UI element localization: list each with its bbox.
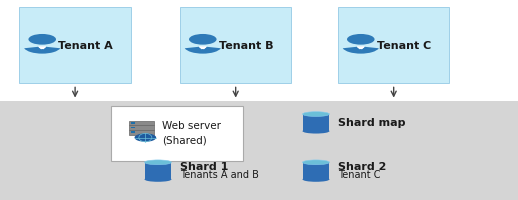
Bar [145, 162, 171, 180]
FancyBboxPatch shape [129, 130, 154, 135]
Text: Tenants A and B: Tenants A and B [180, 170, 258, 180]
Wedge shape [38, 47, 46, 50]
Text: Shard 2: Shard 2 [338, 161, 386, 171]
Ellipse shape [303, 129, 329, 134]
FancyBboxPatch shape [131, 123, 135, 124]
Ellipse shape [303, 177, 329, 182]
Circle shape [28, 35, 56, 45]
Circle shape [347, 35, 375, 45]
Text: Tenant C: Tenant C [377, 41, 431, 51]
FancyBboxPatch shape [131, 132, 135, 133]
Wedge shape [199, 47, 207, 50]
Wedge shape [357, 47, 365, 50]
Wedge shape [343, 47, 379, 54]
Wedge shape [24, 47, 60, 54]
Ellipse shape [303, 112, 329, 117]
FancyBboxPatch shape [111, 106, 243, 161]
FancyBboxPatch shape [131, 127, 135, 129]
Circle shape [135, 134, 156, 142]
Wedge shape [185, 47, 221, 54]
Circle shape [189, 35, 217, 45]
FancyBboxPatch shape [129, 126, 154, 130]
Bar [303, 162, 329, 180]
Text: Web server
(Shared): Web server (Shared) [162, 120, 221, 144]
Text: Shard 1: Shard 1 [180, 161, 228, 171]
Text: Tenant B: Tenant B [219, 41, 274, 51]
Ellipse shape [145, 177, 171, 182]
Bar [0, 101, 518, 200]
Wedge shape [199, 47, 207, 50]
Ellipse shape [145, 160, 171, 165]
Ellipse shape [303, 160, 329, 165]
FancyBboxPatch shape [20, 8, 131, 84]
FancyBboxPatch shape [338, 8, 449, 84]
FancyBboxPatch shape [129, 121, 154, 126]
FancyBboxPatch shape [180, 8, 291, 84]
Bar [0, 0, 518, 101]
Bar [303, 114, 329, 132]
Text: Tenant A: Tenant A [58, 41, 113, 51]
Wedge shape [38, 47, 46, 50]
Text: Tenant C: Tenant C [338, 170, 380, 180]
Wedge shape [357, 47, 365, 50]
Text: Shard map: Shard map [338, 117, 405, 127]
